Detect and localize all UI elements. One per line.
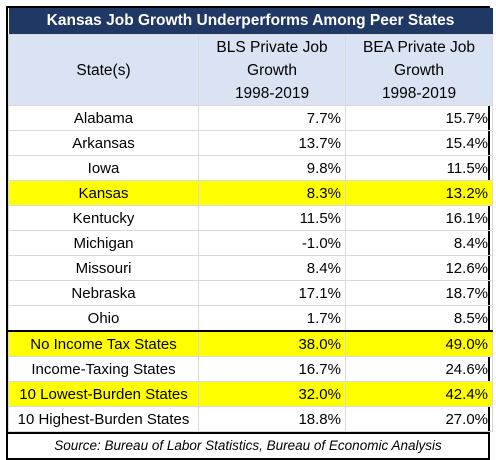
table-row: Iowa 9.8% 11.5% xyxy=(8,155,494,181)
row-bls-cell: 13.7% xyxy=(198,130,346,156)
row-bls-cell: 8.4% xyxy=(198,255,346,281)
row-bea-cell: 27.0% xyxy=(344,406,494,432)
row-bea-cell: 15.4% xyxy=(344,130,494,156)
row-bea-cell: 11.5% xyxy=(344,155,494,181)
row-state-cell: Arkansas xyxy=(8,130,199,156)
row-bea-cell: 8.5% xyxy=(344,305,494,332)
row-bls-cell: 38.0% xyxy=(198,330,346,357)
source-note: Source: Bureau of Labor Statistics, Bure… xyxy=(8,432,488,458)
header-bls: BLS Private Job Growth 1998-2019 xyxy=(198,34,346,106)
table-row: Alabama 7.7% 15.7% xyxy=(8,105,494,131)
table-row: Michigan -1.0% 8.4% xyxy=(8,230,494,256)
table-row: No Income Tax States 38.0% 49.0% xyxy=(8,330,494,357)
row-state-cell: Alabama xyxy=(8,105,199,131)
row-bls-cell: 9.8% xyxy=(198,155,346,181)
row-bls-cell: 18.8% xyxy=(198,406,346,432)
row-bea-cell: 13.2% xyxy=(344,180,494,206)
job-growth-table-container: Kansas Job Growth Underperforms Among Pe… xyxy=(6,6,494,460)
row-bls-cell: 11.5% xyxy=(198,205,346,231)
header-states: State(s) xyxy=(8,34,199,106)
table-row: Kentucky 11.5% 16.1% xyxy=(8,205,494,231)
header-bls-line3: 1998-2019 xyxy=(234,84,310,102)
row-bea-cell: 16.1% xyxy=(344,205,494,231)
row-state-cell: 10 Highest-Burden States xyxy=(8,406,199,432)
row-bls-cell: 8.3% xyxy=(198,180,346,206)
row-bls-cell: -1.0% xyxy=(198,230,346,256)
row-state-cell: Kansas xyxy=(8,180,199,206)
row-bls-cell: 32.0% xyxy=(198,381,346,407)
table-row: Income-Taxing States 16.7% 24.6% xyxy=(8,356,494,382)
table-body: Alabama 7.7% 15.7% Arkansas 13.7% 15.4% Iowa 9.… xyxy=(8,105,494,432)
row-bea-cell: 12.6% xyxy=(344,255,494,281)
row-bea-cell: 15.7% xyxy=(344,105,494,131)
header-bls-line1: BLS Private Job xyxy=(216,38,328,56)
table-row: Arkansas 13.7% 15.4% xyxy=(8,130,494,156)
row-state-cell: Nebraska xyxy=(8,280,199,306)
row-bls-cell: 16.7% xyxy=(198,356,346,382)
row-bls-cell: 17.1% xyxy=(198,280,346,306)
row-bls-cell: 1.7% xyxy=(198,305,346,332)
table-row: 10 Lowest-Burden States 32.0% 42.4% xyxy=(8,381,494,407)
row-state-cell: Missouri xyxy=(8,255,199,281)
job-growth-table: Kansas Job Growth Underperforms Among Pe… xyxy=(8,8,494,432)
table-row: 10 Highest-Burden States 18.8% 27.0% xyxy=(8,406,494,432)
header-bea: BEA Private Job Growth 1998-2019 xyxy=(344,34,494,106)
row-state-cell: Kentucky xyxy=(8,205,199,231)
row-state-cell: 10 Lowest-Burden States xyxy=(8,381,199,407)
header-bea-line2: Growth xyxy=(394,61,444,79)
header-bls-line2: Growth xyxy=(247,61,297,79)
row-state-cell: Income-Taxing States xyxy=(8,356,199,382)
title-row: Kansas Job Growth Underperforms Among Pe… xyxy=(8,8,493,35)
row-bea-cell: 8.4% xyxy=(344,230,494,256)
row-state-cell: Iowa xyxy=(8,155,199,181)
row-bls-cell: 7.7% xyxy=(198,105,346,131)
table-title: Kansas Job Growth Underperforms Among Pe… xyxy=(8,8,493,35)
row-bea-cell: 18.7% xyxy=(344,280,494,306)
row-state-cell: Ohio xyxy=(8,305,199,332)
row-bea-cell: 24.6% xyxy=(344,356,494,382)
table-row: Kansas 8.3% 13.2% xyxy=(8,180,494,206)
table-row: Nebraska 17.1% 18.7% xyxy=(8,280,494,306)
header-row: State(s) BLS Private Job Growth 1998-201… xyxy=(8,34,494,106)
header-bea-line1: BEA Private Job xyxy=(363,38,476,56)
header-bea-line3: 1998-2019 xyxy=(381,84,457,102)
table-row: Ohio 1.7% 8.5% xyxy=(8,305,494,332)
row-state-cell: Michigan xyxy=(8,230,199,256)
row-state-cell: No Income Tax States xyxy=(8,330,199,357)
row-bea-cell: 49.0% xyxy=(344,330,494,357)
table-row: Missouri 8.4% 12.6% xyxy=(8,255,494,281)
row-bea-cell: 42.4% xyxy=(344,381,494,407)
